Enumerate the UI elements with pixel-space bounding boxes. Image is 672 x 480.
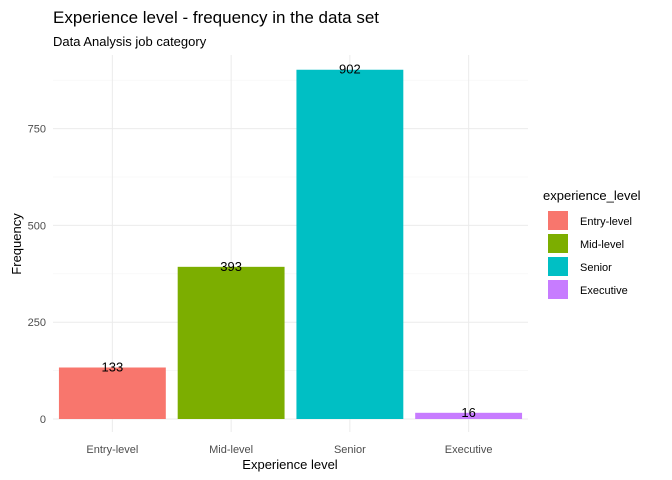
bar-senior (296, 69, 404, 419)
chart-subtitle: Data Analysis job category (53, 34, 207, 49)
legend-swatch (548, 211, 568, 230)
legend: experience_level Entry-level Mid-level Sen… (543, 188, 641, 299)
x-tick-label: Entry-level (86, 444, 138, 456)
legend-swatch (548, 280, 568, 299)
x-axis-title: Experience level (242, 457, 337, 472)
bar-executive (415, 412, 523, 419)
x-axis-ticks: Entry-level Mid-level Senior Executive (86, 444, 492, 456)
minor-gridlines (53, 79, 528, 371)
legend-label: Senior (580, 262, 612, 274)
legend-label: Entry-level (580, 216, 632, 228)
bar-value-label: 16 (461, 405, 475, 420)
y-axis-title: Frequency (9, 213, 24, 275)
legend-items: Entry-level Mid-level Senior Executive (548, 211, 632, 299)
bar-entry-level (58, 367, 166, 419)
bars (58, 69, 523, 419)
y-tick-label: 250 (28, 317, 46, 329)
legend-title: experience_level (543, 188, 641, 203)
bar-mid-level (177, 266, 285, 419)
legend-label: Executive (580, 285, 628, 297)
bar-value-label: 902 (339, 62, 361, 77)
chart-title: Experience level - frequency in the data… (53, 8, 379, 27)
y-axis-ticks: 0 250 500 750 (28, 124, 46, 426)
legend-swatch (548, 257, 568, 276)
y-tick-label: 0 (40, 414, 46, 426)
data-labels: 133 393 902 16 (102, 62, 476, 420)
y-tick-label: 750 (28, 124, 46, 136)
x-tick-label: Executive (445, 444, 493, 456)
legend-swatch (548, 234, 568, 253)
y-tick-label: 500 (28, 220, 46, 232)
legend-label: Mid-level (580, 239, 624, 251)
bar-value-label: 133 (102, 360, 124, 375)
x-tick-label: Mid-level (209, 444, 253, 456)
x-tick-label: Senior (334, 444, 366, 456)
bar-value-label: 393 (220, 259, 242, 274)
